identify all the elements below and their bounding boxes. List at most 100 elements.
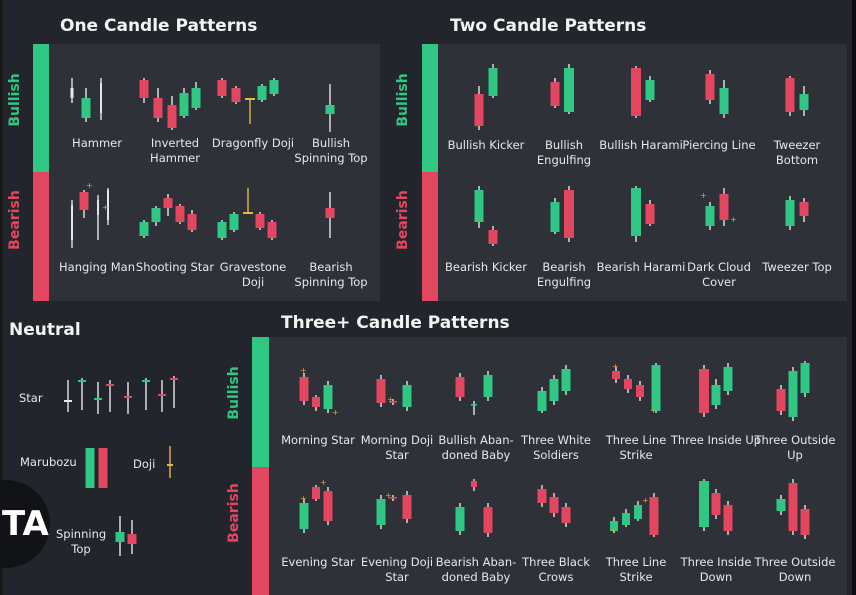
bearish-candle	[312, 487, 320, 499]
pattern-three_candle: Three White Soldiers	[516, 355, 596, 465]
pattern-candles	[699, 479, 733, 535]
pattern-candles: ++	[299, 478, 333, 533]
pattern-label: Bearish Kicker	[445, 260, 527, 274]
pattern-candles	[537, 485, 571, 527]
pattern-label: Bearish Spinning Top	[294, 260, 368, 289]
pattern-label: Hammer	[72, 136, 122, 150]
pattern-two_candle: Bullish Kicker	[447, 58, 525, 170]
neutral-spinning-top-label: Spinning Top	[56, 527, 106, 557]
pattern-candles	[474, 64, 498, 130]
bullish-candle	[325, 105, 335, 114]
pattern-candles: ++	[700, 188, 737, 230]
bearish-candle	[549, 497, 559, 513]
bullish-candle	[115, 532, 125, 542]
bearish-candle	[471, 481, 477, 487]
bullish-candle	[94, 398, 102, 400]
pattern-candles	[537, 365, 571, 413]
bullish-candle	[474, 190, 484, 222]
two-bearish-bar	[422, 172, 438, 301]
bullish-candle	[78, 380, 86, 382]
bearish-candle	[124, 396, 132, 398]
pattern-candles	[474, 186, 498, 246]
signal-marker: +	[650, 406, 657, 415]
pattern-candles	[631, 66, 655, 118]
doji-candle	[71, 205, 73, 240]
bullish-candle	[705, 206, 715, 226]
bearish-candle	[170, 378, 178, 380]
bullish-candle	[217, 222, 227, 238]
bearish-candle	[106, 384, 114, 386]
bullish-candle	[179, 93, 189, 116]
pattern-candles	[785, 196, 809, 230]
doji-candle	[167, 464, 173, 466]
bullish-candle	[269, 80, 279, 94]
pattern-label: Gravestone Doji	[219, 260, 287, 289]
pattern-candles	[785, 76, 809, 116]
pattern-label: Three Inside Up	[670, 433, 762, 447]
bearish-candle	[389, 497, 397, 499]
bullish-candle	[610, 521, 618, 531]
bullish-candle	[788, 371, 798, 417]
pattern-one_candle: + + Hanging Man	[58, 180, 136, 292]
pattern-three_candle: + + Evening Star	[278, 475, 358, 587]
bearish-candle	[788, 483, 798, 531]
bullish-candle	[723, 367, 733, 391]
neutral-title: Neutral	[9, 320, 81, 340]
pattern-label: Three Line Strike	[605, 433, 667, 462]
pattern-one_candle: Shooting Star	[136, 180, 214, 292]
pattern-one_candle: Inverted Hammer	[136, 58, 214, 168]
doji-candle	[107, 190, 109, 220]
bullish-candle	[550, 202, 560, 232]
bearish-candle	[699, 369, 709, 413]
one-bullish-bar	[33, 44, 49, 172]
bearish-candle	[79, 192, 89, 210]
pattern-candles: ++	[71, 181, 109, 248]
bearish-candle	[167, 105, 177, 128]
pattern-three_candle: + Morning Doji Star	[357, 355, 437, 465]
right-edge	[852, 0, 856, 595]
bullish-candle	[299, 503, 309, 529]
bearish-candle	[636, 385, 644, 397]
pattern-label: Hanging Man	[59, 260, 135, 274]
one-bearish-bar	[33, 172, 49, 301]
pattern-one_candle: Gravestone Doji	[214, 180, 292, 292]
pattern-one_candle: Dragonfly Doji	[212, 58, 294, 168]
bullish-candle	[488, 68, 498, 96]
doji-candle	[243, 212, 253, 214]
doji-candle	[245, 98, 255, 100]
bearish-candle	[255, 214, 265, 228]
pattern-label: Piercing Line	[682, 138, 756, 152]
pattern-label: Three Inside Down	[680, 555, 752, 584]
bullish-candle	[483, 375, 493, 397]
bullish-candle	[471, 404, 477, 406]
neutral-candles	[64, 376, 178, 556]
pattern-candles	[550, 64, 574, 114]
pattern-candles: ++	[610, 493, 659, 537]
bearish-candle	[564, 190, 574, 238]
bearish-candle	[799, 202, 809, 216]
neutral-star-label: Star	[19, 391, 43, 405]
pattern-candles: ++	[612, 362, 661, 415]
pattern-label: Evening Star	[281, 555, 355, 569]
one-candle-panel	[33, 44, 380, 301]
doji-candle	[100, 83, 102, 113]
bullish-candle	[537, 391, 547, 411]
pattern-candles	[776, 361, 810, 421]
pattern-label: Three White Soldiers	[520, 433, 592, 462]
pattern-two_candle: Bearish Kicker	[445, 180, 527, 292]
pattern-label: Three Outside Down	[754, 555, 836, 584]
neutral-doji-label: Doji	[133, 457, 156, 471]
pattern-candles	[139, 78, 201, 130]
bearish-candle	[323, 491, 333, 521]
pattern-label: Tweezer Bottom	[773, 138, 821, 167]
neutral-marubozu-label: Marubozu	[20, 455, 77, 469]
pattern-label: Inverted Hammer	[150, 136, 200, 165]
bearish-candle	[776, 389, 786, 411]
signal-marker: +	[612, 362, 619, 371]
bearish-candle	[649, 497, 659, 535]
bearish-candle	[231, 88, 241, 102]
bullish-candle	[800, 363, 810, 393]
pattern-label: Evening Doji Star	[360, 555, 434, 584]
bearish-candle	[645, 204, 655, 224]
bearish-candle	[98, 448, 108, 488]
